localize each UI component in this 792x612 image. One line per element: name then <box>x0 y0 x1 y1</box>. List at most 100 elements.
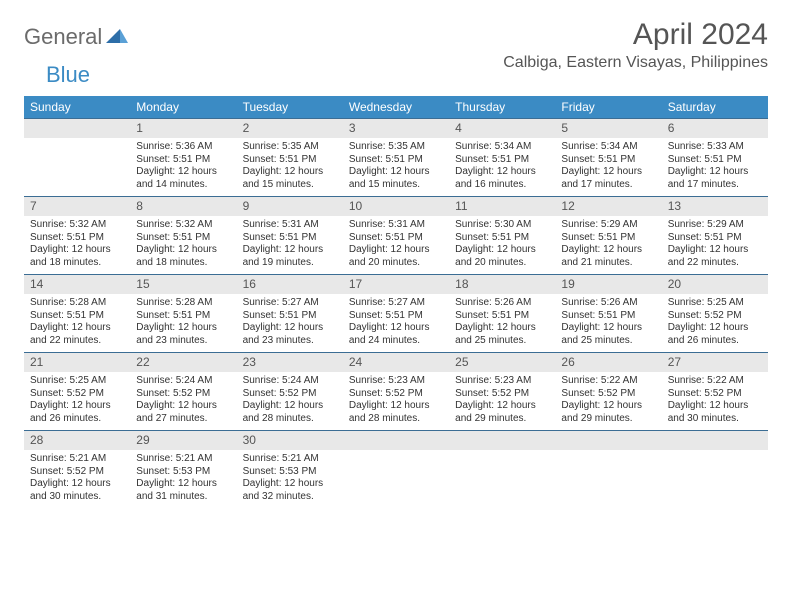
day-line: and 18 minutes. <box>30 257 124 270</box>
day-line: Sunset: 5:51 PM <box>243 154 337 167</box>
day-line: and 26 minutes. <box>30 413 124 426</box>
day-cell: 12Sunrise: 5:29 AMSunset: 5:51 PMDayligh… <box>555 196 661 274</box>
day-body: Sunrise: 5:35 AMSunset: 5:51 PMDaylight:… <box>237 138 343 195</box>
day-body: Sunrise: 5:34 AMSunset: 5:51 PMDaylight:… <box>449 138 555 195</box>
day-cell <box>555 430 661 508</box>
day-cell: 1Sunrise: 5:36 AMSunset: 5:51 PMDaylight… <box>130 118 236 196</box>
day-line: Sunrise: 5:25 AM <box>30 375 124 388</box>
day-number: 5 <box>555 119 661 138</box>
logo-triangle-icon <box>106 27 128 48</box>
weekday-header: Monday <box>130 96 236 118</box>
day-number <box>343 431 449 450</box>
day-line: and 19 minutes. <box>243 257 337 270</box>
day-body: Sunrise: 5:26 AMSunset: 5:51 PMDaylight:… <box>449 294 555 351</box>
day-number: 11 <box>449 197 555 216</box>
day-cell: 5Sunrise: 5:34 AMSunset: 5:51 PMDaylight… <box>555 118 661 196</box>
day-line: Sunset: 5:52 PM <box>243 388 337 401</box>
day-line: Sunset: 5:51 PM <box>561 310 655 323</box>
day-line: Sunrise: 5:24 AM <box>243 375 337 388</box>
day-number: 21 <box>24 353 130 372</box>
day-line: and 18 minutes. <box>136 257 230 270</box>
day-line: Sunset: 5:52 PM <box>668 310 762 323</box>
day-line: Sunrise: 5:28 AM <box>136 297 230 310</box>
day-line: Daylight: 12 hours <box>455 244 549 257</box>
day-line: and 29 minutes. <box>455 413 549 426</box>
day-cell <box>449 430 555 508</box>
day-body: Sunrise: 5:28 AMSunset: 5:51 PMDaylight:… <box>130 294 236 351</box>
day-line: Daylight: 12 hours <box>455 166 549 179</box>
day-cell <box>24 118 130 196</box>
day-line: Daylight: 12 hours <box>668 400 762 413</box>
day-line: Daylight: 12 hours <box>668 244 762 257</box>
day-line: Sunset: 5:51 PM <box>136 310 230 323</box>
day-line: and 24 minutes. <box>349 335 443 348</box>
day-cell: 11Sunrise: 5:30 AMSunset: 5:51 PMDayligh… <box>449 196 555 274</box>
day-number: 17 <box>343 275 449 294</box>
day-line: Sunset: 5:52 PM <box>30 466 124 479</box>
day-line: and 15 minutes. <box>349 179 443 192</box>
day-cell: 20Sunrise: 5:25 AMSunset: 5:52 PMDayligh… <box>662 274 768 352</box>
weekday-header: Wednesday <box>343 96 449 118</box>
day-body: Sunrise: 5:34 AMSunset: 5:51 PMDaylight:… <box>555 138 661 195</box>
day-line: Daylight: 12 hours <box>30 244 124 257</box>
day-line: and 15 minutes. <box>243 179 337 192</box>
day-number: 23 <box>237 353 343 372</box>
day-number <box>449 431 555 450</box>
day-line: Sunrise: 5:35 AM <box>243 141 337 154</box>
day-line: and 28 minutes. <box>349 413 443 426</box>
day-line: Sunrise: 5:30 AM <box>455 219 549 232</box>
day-number: 24 <box>343 353 449 372</box>
day-line: Daylight: 12 hours <box>668 166 762 179</box>
day-line: and 23 minutes. <box>136 335 230 348</box>
day-line: and 30 minutes. <box>30 491 124 504</box>
day-line: Daylight: 12 hours <box>30 322 124 335</box>
day-cell: 22Sunrise: 5:24 AMSunset: 5:52 PMDayligh… <box>130 352 236 430</box>
weekday-header: Sunday <box>24 96 130 118</box>
day-cell: 7Sunrise: 5:32 AMSunset: 5:51 PMDaylight… <box>24 196 130 274</box>
day-number: 29 <box>130 431 236 450</box>
day-line: Sunset: 5:51 PM <box>455 310 549 323</box>
month-title: April 2024 <box>503 18 768 52</box>
day-number: 1 <box>130 119 236 138</box>
day-line: Daylight: 12 hours <box>455 322 549 335</box>
day-cell: 8Sunrise: 5:32 AMSunset: 5:51 PMDaylight… <box>130 196 236 274</box>
day-line: and 21 minutes. <box>561 257 655 270</box>
day-line: Sunset: 5:51 PM <box>243 310 337 323</box>
day-body: Sunrise: 5:26 AMSunset: 5:51 PMDaylight:… <box>555 294 661 351</box>
week-row: 28Sunrise: 5:21 AMSunset: 5:52 PMDayligh… <box>24 430 768 508</box>
day-line: Sunset: 5:51 PM <box>136 154 230 167</box>
day-line: Sunset: 5:51 PM <box>243 232 337 245</box>
calendar-page: General April 2024 Calbiga, Eastern Visa… <box>0 0 792 526</box>
day-number: 22 <box>130 353 236 372</box>
day-line: and 30 minutes. <box>668 413 762 426</box>
day-cell: 4Sunrise: 5:34 AMSunset: 5:51 PMDaylight… <box>449 118 555 196</box>
day-line: Sunset: 5:52 PM <box>668 388 762 401</box>
day-body: Sunrise: 5:31 AMSunset: 5:51 PMDaylight:… <box>343 216 449 273</box>
day-line: Daylight: 12 hours <box>349 400 443 413</box>
day-cell: 18Sunrise: 5:26 AMSunset: 5:51 PMDayligh… <box>449 274 555 352</box>
day-line: Sunset: 5:51 PM <box>668 232 762 245</box>
weekday-header: Thursday <box>449 96 555 118</box>
day-number: 4 <box>449 119 555 138</box>
day-number: 2 <box>237 119 343 138</box>
day-line: and 27 minutes. <box>136 413 230 426</box>
day-line: Daylight: 12 hours <box>349 322 443 335</box>
day-cell: 17Sunrise: 5:27 AMSunset: 5:51 PMDayligh… <box>343 274 449 352</box>
day-line: Sunrise: 5:29 AM <box>668 219 762 232</box>
day-line: Sunset: 5:51 PM <box>455 154 549 167</box>
day-body: Sunrise: 5:23 AMSunset: 5:52 PMDaylight:… <box>449 372 555 429</box>
day-line: Sunrise: 5:24 AM <box>136 375 230 388</box>
day-line: Sunset: 5:52 PM <box>30 388 124 401</box>
day-cell: 25Sunrise: 5:23 AMSunset: 5:52 PMDayligh… <box>449 352 555 430</box>
week-row: 21Sunrise: 5:25 AMSunset: 5:52 PMDayligh… <box>24 352 768 430</box>
day-line: Daylight: 12 hours <box>349 244 443 257</box>
day-line: and 26 minutes. <box>668 335 762 348</box>
day-cell: 3Sunrise: 5:35 AMSunset: 5:51 PMDaylight… <box>343 118 449 196</box>
day-body: Sunrise: 5:21 AMSunset: 5:52 PMDaylight:… <box>24 450 130 507</box>
day-line: Sunset: 5:52 PM <box>136 388 230 401</box>
day-line: Daylight: 12 hours <box>243 166 337 179</box>
day-body: Sunrise: 5:27 AMSunset: 5:51 PMDaylight:… <box>237 294 343 351</box>
day-body: Sunrise: 5:24 AMSunset: 5:52 PMDaylight:… <box>130 372 236 429</box>
day-number: 14 <box>24 275 130 294</box>
day-cell: 14Sunrise: 5:28 AMSunset: 5:51 PMDayligh… <box>24 274 130 352</box>
